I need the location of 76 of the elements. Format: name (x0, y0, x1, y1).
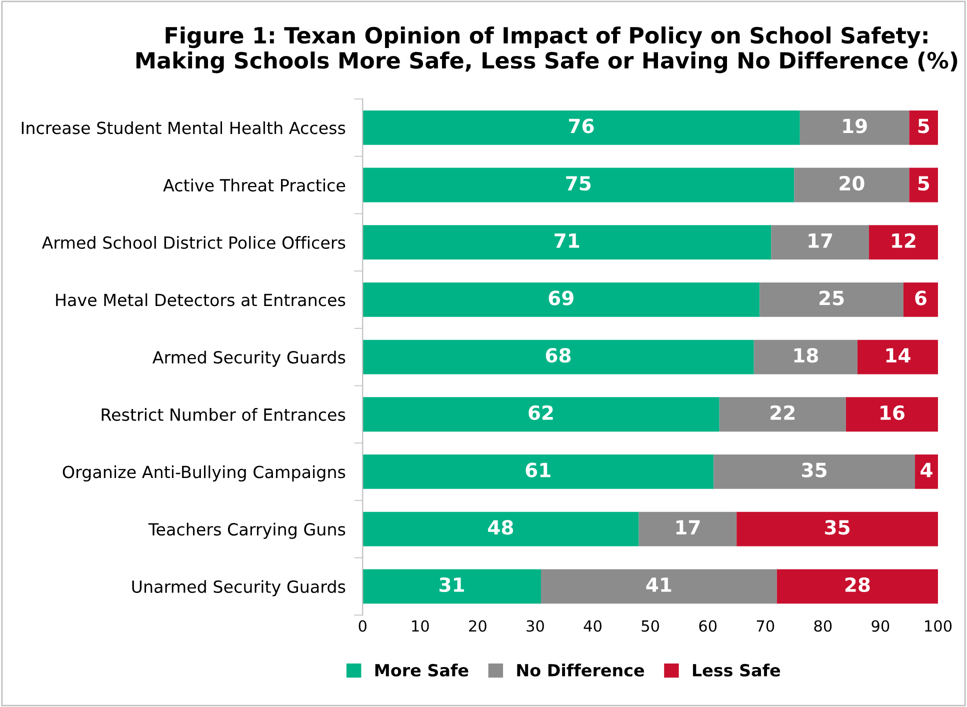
y-tick-label: Have Metal Detectors at Entrances (56, 293, 346, 306)
bar (771, 225, 869, 260)
data-label: 6 (915, 290, 926, 306)
bar (909, 110, 938, 145)
y-tick-label: Armed Security Guards (152, 350, 346, 367)
bar (868, 225, 938, 260)
bar (362, 282, 760, 317)
data-label: 69 (548, 290, 574, 306)
bar (760, 282, 904, 317)
bar (362, 512, 639, 546)
legend-label: Less Safe (692, 664, 780, 677)
data-label: 4 (920, 462, 932, 478)
data-label: 18 (794, 348, 818, 363)
y-tick-label: Active Threat Practice (163, 178, 346, 192)
data-label: 41 (646, 578, 672, 592)
x-tick-label: 100 (925, 620, 952, 632)
bar (714, 454, 915, 489)
bar (362, 340, 754, 374)
x-tick-label: 30 (526, 620, 544, 632)
data-label: 71 (554, 234, 580, 248)
data-label: 5 (918, 176, 930, 191)
bar (846, 397, 938, 432)
data-label: 25 (820, 290, 844, 306)
data-label: 48 (488, 520, 514, 535)
data-label: 35 (825, 520, 850, 535)
bar (776, 569, 938, 604)
data-label: 68 (546, 348, 571, 363)
data-label: 12 (892, 233, 916, 248)
x-tick-label: 0 (358, 620, 366, 632)
chart-title: Figure 1: Texan Opinion of Impact of Policy on School Safety: Making Schools More Safe, Less Safe or Having No Difference (%) (136, 26, 958, 74)
data-label: 14 (886, 348, 910, 362)
data-label: 62 (528, 405, 553, 420)
y-tick-label: Unarmed Security Guards (132, 580, 346, 596)
y-tick-label: Increase Student Mental Health Access (22, 121, 346, 134)
bar (540, 569, 777, 604)
y-tick-label: Armed School District Police Officers (42, 236, 346, 249)
data-label: 19 (843, 118, 867, 134)
data-label: 75 (566, 176, 591, 191)
bar (362, 454, 714, 489)
y-tick-label: Organize Anti-Bullying Campaigns (62, 465, 346, 482)
bar (719, 397, 846, 432)
data-label: 35 (802, 462, 826, 478)
bar (362, 110, 800, 145)
data-label: 20 (840, 176, 864, 191)
bar (362, 168, 794, 202)
x-tick-label: 80 (814, 620, 832, 632)
y-tick-label: Restrict Number of Entrances (102, 408, 346, 421)
bar (800, 110, 910, 145)
data-label: 61 (526, 462, 550, 478)
data-label: 16 (880, 405, 904, 420)
bar (362, 397, 720, 432)
bar (754, 340, 858, 374)
x-tick-label: 40 (584, 620, 602, 632)
legend-label: No Difference (517, 664, 644, 677)
data-label: 17 (808, 234, 832, 248)
legend-label: More Safe (375, 664, 468, 677)
data-label: 76 (569, 118, 594, 134)
y-tick-label: Teachers Carrying Guns (148, 522, 346, 539)
bar (736, 512, 938, 546)
bar (362, 569, 541, 604)
bar (857, 340, 938, 374)
data-label: 28 (845, 577, 870, 592)
bar (362, 225, 772, 260)
data-label: 17 (676, 520, 700, 534)
x-tick-label: 70 (756, 620, 774, 632)
bar (903, 282, 938, 317)
x-tick-label: 90 (872, 620, 890, 632)
x-tick-label: 50 (642, 620, 660, 632)
data-label: 22 (770, 405, 794, 420)
bar (638, 512, 737, 546)
x-tick-label: 60 (699, 620, 717, 632)
x-tick-label: 10 (412, 620, 429, 632)
x-tick-label: 20 (469, 620, 486, 632)
data-label: 5 (918, 118, 930, 134)
data-label: 31 (440, 577, 464, 592)
bar (794, 168, 910, 202)
